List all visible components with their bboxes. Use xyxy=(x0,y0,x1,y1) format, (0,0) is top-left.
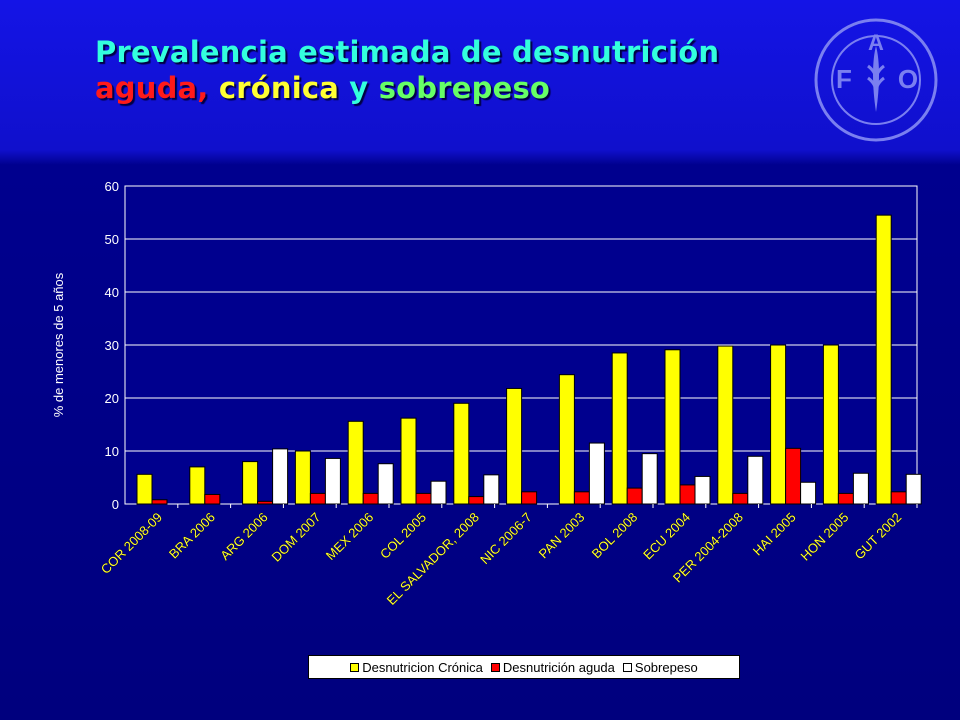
title-word-aguda: aguda, xyxy=(95,71,209,105)
y-tick-label: 60 xyxy=(105,179,119,194)
bar-overweight xyxy=(483,474,500,505)
bar-overweight xyxy=(852,472,869,505)
bar-overweight xyxy=(588,442,605,505)
x-tick-label: NIC 2006-7 xyxy=(477,510,535,568)
x-tick-label: ECU 2004 xyxy=(640,510,693,563)
bar-chronic xyxy=(294,450,311,505)
bars xyxy=(136,214,922,505)
bar-overweight xyxy=(905,473,922,505)
x-tick-label: HON 2005 xyxy=(797,510,851,564)
bar-chronic xyxy=(453,402,470,505)
bar-chronic xyxy=(347,420,364,505)
title-word-y: y xyxy=(349,71,369,105)
x-tick-label: ARG 2006 xyxy=(217,510,271,564)
logo-letter-o: O xyxy=(898,64,918,94)
bar-chronic xyxy=(770,344,787,505)
bar-chronic xyxy=(189,466,206,505)
bar-acute xyxy=(521,491,538,505)
x-tick-label: EL SALVADOR, 2008 xyxy=(384,510,482,608)
bar-overweight xyxy=(377,463,394,505)
legend-item-overweight: Sobrepeso xyxy=(622,659,698,675)
bar-overweight xyxy=(430,480,447,505)
bar-acute xyxy=(468,496,485,505)
logo-letter-f: F xyxy=(836,64,852,94)
bar-chronic xyxy=(558,374,575,505)
bar-acute xyxy=(415,492,432,505)
legend-label-overweight: Sobrepeso xyxy=(634,659,698,675)
x-tick-label: HAI 2005 xyxy=(750,510,799,559)
bar-acute xyxy=(626,487,643,505)
bar-overweight xyxy=(641,453,658,505)
y-tick-labels: 0 10 20 30 40 50 60 xyxy=(105,179,119,512)
bar-chronic xyxy=(506,387,523,505)
y-tick-label: 20 xyxy=(105,391,119,406)
bar-acute xyxy=(732,492,749,505)
y-axis-label: % de menores de 5 años xyxy=(51,272,66,417)
chart-legend: Desnutricion Crónica Desnutrición aguda … xyxy=(308,655,740,679)
x-tick-label: DOM 2007 xyxy=(268,510,323,565)
y-tick-label: 40 xyxy=(105,285,119,300)
legend-item-chronic: Desnutricion Crónica xyxy=(350,660,483,675)
bar-chronic xyxy=(875,214,892,505)
bar-acute xyxy=(151,499,168,505)
bar-acute xyxy=(890,491,907,505)
title-line-2: aguda, crónica y sobrepeso xyxy=(95,70,795,106)
title-word-cronica: crónica xyxy=(218,71,339,105)
y-tick-label: 10 xyxy=(105,444,119,459)
legend-item-acute: Desnutrición aguda xyxy=(490,659,615,675)
title-line-1: Prevalencia estimada de desnutrición xyxy=(95,35,720,69)
bar-acute xyxy=(257,500,274,505)
bar-chronic xyxy=(717,345,734,505)
bar-acute xyxy=(573,491,590,505)
x-tick-label: BRA 2006 xyxy=(166,510,218,562)
x-tick-label: MEX 2006 xyxy=(323,510,377,564)
legend-swatch-chronic xyxy=(350,662,360,672)
y-tick-label: 50 xyxy=(105,232,119,247)
bar-chronic xyxy=(611,352,628,505)
title-word-sobrepeso: sobrepeso xyxy=(378,71,551,105)
x-tick-label: COL 2005 xyxy=(377,510,429,562)
bar-acute xyxy=(309,492,326,505)
bar-acute xyxy=(785,447,802,505)
slide-title: Prevalencia estimada de desnutrición agu… xyxy=(95,34,795,106)
y-tick-label: 30 xyxy=(105,338,119,353)
y-tick-label: 0 xyxy=(112,497,119,512)
legend-label-acute: Desnutrición aguda xyxy=(502,659,615,675)
legend-label-chronic: Desnutricion Crónica xyxy=(362,659,483,675)
legend-swatch-acute xyxy=(490,662,500,672)
legend-swatch-overweight xyxy=(622,662,632,672)
bar-chronic xyxy=(400,417,417,505)
x-tick-label: GUT 2002 xyxy=(851,510,904,563)
bar-acute xyxy=(204,493,221,505)
bar-acute xyxy=(362,492,379,505)
bar-chronic xyxy=(664,349,681,505)
x-tick-label: PAN 2003 xyxy=(536,510,588,562)
logo-letter-a: A xyxy=(868,30,884,55)
bar-acute xyxy=(679,484,696,505)
x-tick-label: COR 2008-09 xyxy=(98,510,165,577)
bar-overweight xyxy=(694,475,711,505)
bar-overweight xyxy=(272,448,289,505)
fao-logo-icon: A F O xyxy=(814,18,938,142)
bar-overweight xyxy=(324,457,341,505)
bar-chronic xyxy=(822,344,839,505)
bar-chronic xyxy=(136,473,153,505)
bar-chronic xyxy=(242,461,259,505)
bar-overweight xyxy=(800,481,817,505)
bar-acute xyxy=(837,492,854,505)
bar-overweight xyxy=(747,455,764,505)
x-tick-label: BOL 2008 xyxy=(589,510,641,562)
